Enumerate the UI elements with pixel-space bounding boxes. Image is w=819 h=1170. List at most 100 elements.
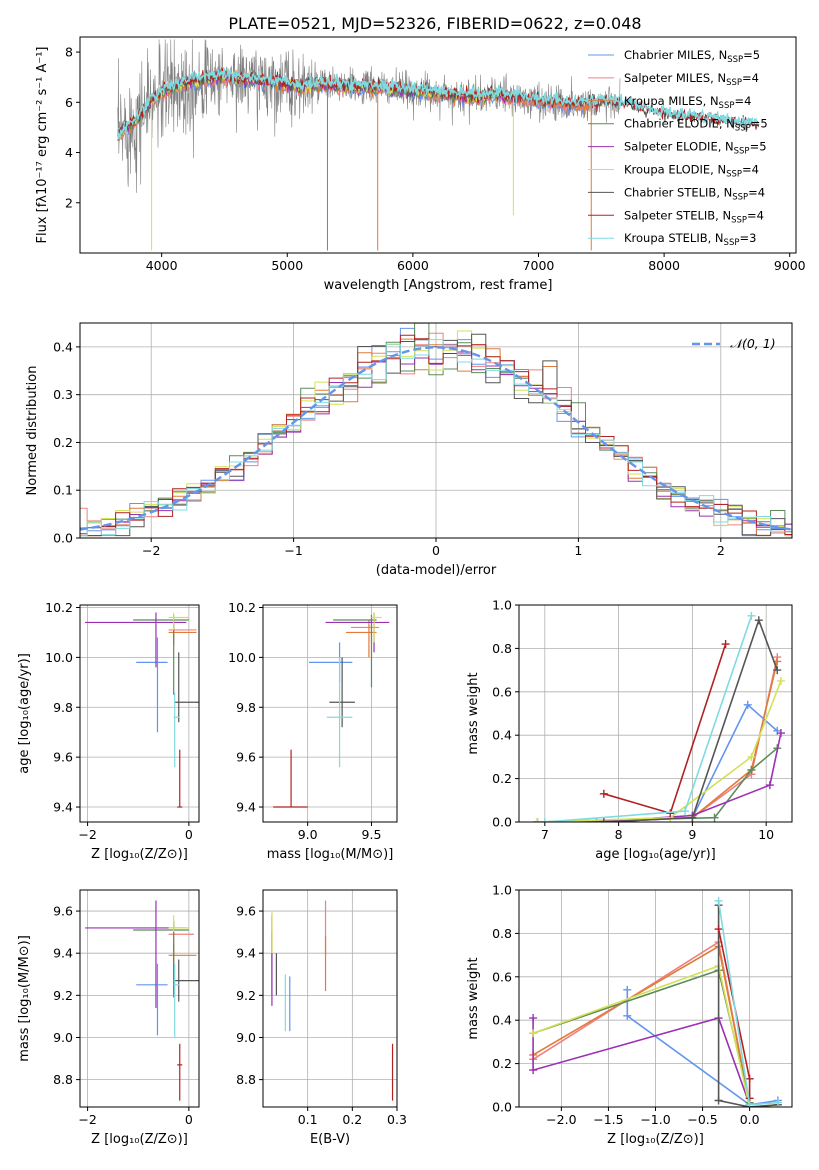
- frame-mass_vs_ebv: 0.1 0.2 0.3 8.8 9.0 9.2 9.4 9.6 E(B-V): [236, 889, 407, 1147]
- x-tick-label: −0.5: [687, 1112, 717, 1127]
- axes-age_vs_mass: [263, 605, 397, 822]
- y-tick-label: 0.6: [492, 969, 512, 984]
- errorbar-chabrier_miles: [308, 642, 353, 683]
- legend-label: Salpeter STELIB, NSSP=4: [624, 208, 764, 225]
- y-tick-label: 9.2: [236, 988, 256, 1003]
- y-tick-label: 0.0: [53, 531, 73, 546]
- x-axis-label: Z [log₁₀(Z/Z⊙)]: [91, 1132, 188, 1147]
- y-tick-label: 0.3: [53, 387, 73, 402]
- x-tick-label: 0.3: [387, 1112, 407, 1127]
- legend-label: Salpeter MILES, NSSP=4: [624, 71, 759, 88]
- y-tick-label: 6: [65, 95, 73, 110]
- y-tick-label: 8.8: [236, 1072, 256, 1087]
- weight-marker: [623, 1011, 632, 1020]
- weight-marker: [747, 765, 756, 774]
- errorbar-salpeter_miles: [351, 617, 380, 643]
- weight-marker: [681, 807, 690, 816]
- frame-age_vs_mass: 9.0 9.5 9.4 9.6 9.8 10.0 10.2 mass [log₁₀(M/M⊙)…: [228, 600, 398, 862]
- x-tick-label: 4000: [146, 258, 178, 273]
- y-axis-label: age [log₁₀(age/yr)]: [17, 653, 32, 774]
- figure-title: PLATE=0521, MJD=52326, FIBERID=0622, z=0…: [228, 14, 641, 33]
- x-tick-label: −2: [78, 827, 96, 842]
- x-tick-label: −2.0: [546, 1112, 576, 1127]
- y-tick-label: 10.2: [45, 600, 73, 615]
- weight-marker: [773, 666, 782, 675]
- errorbars-age_vs_Z: [85, 612, 199, 808]
- weight-line-chabrier_miles: [603, 703, 778, 822]
- weight-marker: [754, 616, 763, 625]
- errorbar-chabrier_stelib: [174, 959, 199, 1002]
- x-tick-label: 10: [758, 827, 774, 842]
- errorbar-salpeter_miles: [168, 921, 194, 968]
- x-tick-label: 0: [432, 543, 440, 558]
- weight-line-chabrier_stelib: [717, 905, 778, 1107]
- y-tick-label: 0.8: [492, 926, 512, 941]
- legend-label: Chabrier STELIB, NSSP=4: [624, 185, 765, 202]
- x-tick-label: 0.1: [298, 1112, 318, 1127]
- weight-marker: [745, 1100, 754, 1107]
- x-tick-label: 1: [574, 543, 582, 558]
- weight-marker: [745, 1074, 754, 1083]
- axes-mass_vs_Z: [80, 890, 199, 1107]
- y-tick-label: 4: [65, 145, 73, 160]
- histogram-kroupa_elodie: [80, 330, 792, 537]
- weight-line-salpeter_elodie: [532, 1017, 751, 1106]
- errorbar-kroupa_miles: [168, 944, 197, 994]
- axes-age_vs_Z: [80, 605, 199, 822]
- plot-frame: [262, 604, 398, 823]
- spectrum-legend: Chabrier MILES, NSSP=5 Salpeter MILES, NS…: [588, 48, 768, 248]
- x-axis-label: Z [log₁₀(Z/Z⊙)]: [607, 1132, 704, 1147]
- frame-spectrum: 4000 5000 6000 7000 8000 9000 2 4 6 8 wavelength […: [35, 36, 806, 293]
- x-tick-label: −2: [142, 543, 160, 558]
- weight-line-kroupa_elodie: [537, 680, 782, 822]
- histogram-salpeter_elodie: [80, 344, 792, 529]
- y-tick-label: 9.2: [53, 988, 73, 1003]
- y-tick-label: 9.4: [53, 800, 73, 815]
- model-spectrum-kroupa_stelib: [117, 67, 759, 139]
- errorbar-chabrier_elodie: [133, 614, 189, 695]
- x-tick-label: 9.0: [298, 827, 318, 842]
- x-tick-label: 9: [688, 827, 696, 842]
- x-tick-label: 9.5: [362, 827, 382, 842]
- weight-line-kroupa_stelib: [544, 615, 753, 822]
- errorbar-chabrier_elodie: [133, 921, 189, 998]
- y-tick-label: 9.8: [53, 700, 73, 715]
- y-tick-label: 9.0: [236, 1030, 256, 1045]
- axes-mass_vs_ebv: [263, 890, 398, 1107]
- x-tick-label: 7000: [523, 258, 555, 273]
- weight-marker: [533, 818, 542, 822]
- weight-marker: [714, 896, 723, 905]
- observed-spectrum: [117, 39, 621, 193]
- x-tick-label: 7: [541, 827, 549, 842]
- y-tick-label: 0.2: [492, 1056, 512, 1071]
- x-tick-label: 9000: [774, 258, 806, 273]
- legend-label: Salpeter ELODIE, NSSP=5: [624, 140, 767, 157]
- weight-marker: [743, 700, 752, 709]
- x-axis-label: Z [log₁₀(Z/Z⊙)]: [91, 847, 188, 862]
- errorbars-age_vs_mass: [273, 612, 390, 808]
- weight-lines-weight_vs_Z: [529, 896, 782, 1107]
- y-tick-label: 9.6: [53, 750, 73, 765]
- histogram-chabrier_miles: [80, 327, 792, 537]
- y-tick-label: 0.0: [492, 815, 512, 830]
- frame-residuals: −2 −1 0 1 2 0.0 0.1 0.2 0.3 0.4 (data-model)/error…: [25, 322, 793, 578]
- y-tick-label: 0.0: [492, 1100, 512, 1115]
- weight-lines-weight_vs_age: [533, 611, 785, 822]
- x-axis-label: mass [log₁₀(M/M⊙)]: [267, 847, 394, 862]
- y-tick-label: 9.4: [236, 946, 256, 961]
- y-tick-label: 1.0: [492, 883, 512, 898]
- errorbar-chabrier_stelib: [329, 657, 355, 728]
- y-tick-label: 0.4: [492, 1013, 512, 1028]
- x-tick-label: 8: [615, 827, 623, 842]
- y-axis-label: Flux [fλ10⁻¹⁷ erg cm⁻² s⁻¹ A⁻¹]: [35, 47, 50, 244]
- x-axis-label: age [log₁₀(age/yr)]: [595, 847, 716, 862]
- y-tick-label: 8.8: [53, 1072, 73, 1087]
- errorbars-mass_vs_Z: [85, 900, 199, 1101]
- y-tick-label: 0.1: [53, 483, 73, 498]
- errorbar-chabrier_elodie: [333, 614, 377, 688]
- errorbar-salpeter_elodie: [85, 612, 187, 668]
- weight-marker: [747, 611, 756, 620]
- errorbar-kroupa_stelib: [173, 692, 180, 768]
- y-tick-label: 10.2: [228, 600, 256, 615]
- errorbar-salpeter_elodie: [85, 900, 187, 1008]
